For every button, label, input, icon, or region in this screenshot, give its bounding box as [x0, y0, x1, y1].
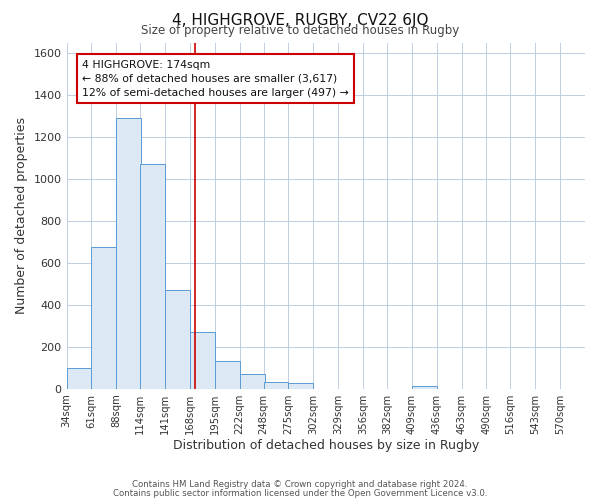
Bar [140, 164, 165, 388]
Text: Contains public sector information licensed under the Open Government Licence v3: Contains public sector information licen… [113, 488, 487, 498]
Y-axis label: Number of detached properties: Number of detached properties [15, 117, 28, 314]
Bar [91, 247, 116, 388]
Bar [263, 382, 289, 388]
Text: Size of property relative to detached houses in Rugby: Size of property relative to detached ho… [141, 24, 459, 37]
Bar [289, 384, 313, 388]
Text: 4, HIGHGROVE, RUGBY, CV22 6JQ: 4, HIGHGROVE, RUGBY, CV22 6JQ [172, 12, 428, 28]
Bar [239, 374, 265, 388]
Bar [116, 118, 141, 388]
Text: 4 HIGHGROVE: 174sqm
← 88% of detached houses are smaller (3,617)
12% of semi-det: 4 HIGHGROVE: 174sqm ← 88% of detached ho… [82, 60, 349, 98]
Text: Contains HM Land Registry data © Crown copyright and database right 2024.: Contains HM Land Registry data © Crown c… [132, 480, 468, 489]
Bar [412, 386, 437, 388]
Bar [67, 368, 91, 388]
Bar [190, 332, 215, 388]
Bar [165, 290, 190, 388]
X-axis label: Distribution of detached houses by size in Rugby: Distribution of detached houses by size … [173, 440, 479, 452]
Bar [215, 362, 239, 388]
